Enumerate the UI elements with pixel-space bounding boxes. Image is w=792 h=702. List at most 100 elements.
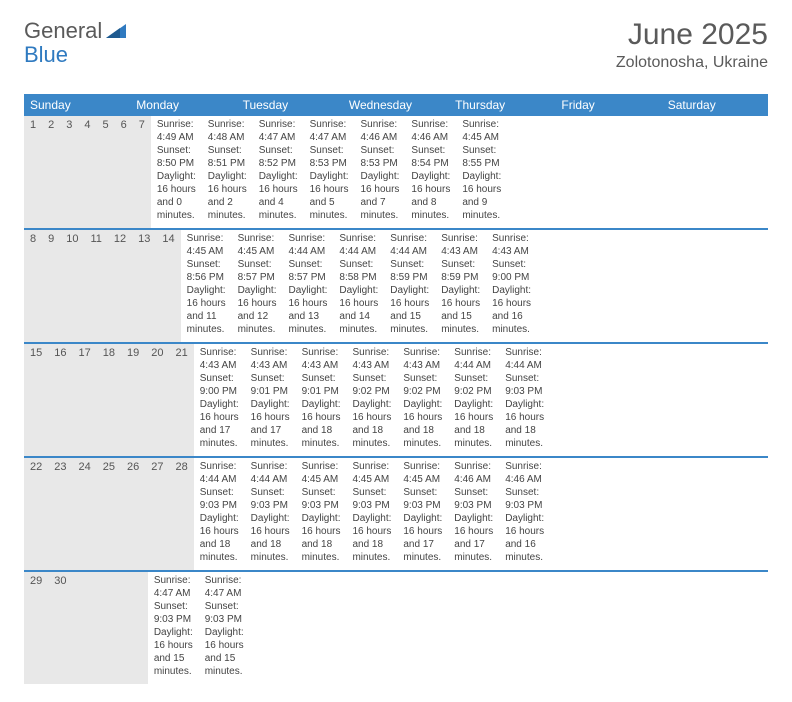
sunrise-text: Sunrise: 4:46 AM bbox=[505, 460, 544, 486]
day-data: Sunrise: 4:46 AMSunset: 9:03 PMDaylight:… bbox=[499, 458, 550, 570]
sunset-text: Sunset: 8:59 PM bbox=[441, 258, 480, 284]
daylight-text: Daylight: 16 hours and 18 minutes. bbox=[505, 398, 544, 450]
sunrise-text: Sunrise: 4:48 AM bbox=[208, 118, 247, 144]
daylight-text: Daylight: 16 hours and 0 minutes. bbox=[157, 170, 196, 222]
daylight-text: Daylight: 16 hours and 18 minutes. bbox=[302, 398, 341, 450]
daylight-text: Daylight: 16 hours and 18 minutes. bbox=[403, 398, 442, 450]
day-number bbox=[133, 572, 148, 684]
day-number: 26 bbox=[121, 458, 145, 570]
week-row: 2930 Sunrise: 4:47 AMSunset: 9:03 PMDayl… bbox=[24, 572, 768, 684]
sunset-text: Sunset: 8:58 PM bbox=[339, 258, 378, 284]
day-data: Sunrise: 4:43 AMSunset: 9:00 PMDaylight:… bbox=[486, 230, 537, 342]
day-data: Sunrise: 4:43 AMSunset: 8:59 PMDaylight:… bbox=[435, 230, 486, 342]
weekday-friday: Friday bbox=[555, 94, 661, 116]
daylight-text: Daylight: 16 hours and 15 minutes. bbox=[205, 626, 244, 678]
sunset-text: Sunset: 8:57 PM bbox=[288, 258, 327, 284]
sunrise-text: Sunrise: 4:44 AM bbox=[251, 460, 290, 486]
day-number: 1 bbox=[24, 116, 42, 228]
daylight-text: Daylight: 16 hours and 16 minutes. bbox=[492, 284, 531, 336]
daylight-text: Daylight: 16 hours and 14 minutes. bbox=[339, 284, 378, 336]
week-row: 1234567Sunrise: 4:49 AMSunset: 8:50 PMDa… bbox=[24, 116, 768, 230]
daynum-row: 2930 bbox=[24, 572, 148, 684]
daydata-row: Sunrise: 4:47 AMSunset: 9:03 PMDaylight:… bbox=[148, 572, 324, 684]
sunset-text: Sunset: 9:03 PM bbox=[403, 486, 442, 512]
sunset-text: Sunset: 9:03 PM bbox=[352, 486, 391, 512]
sunset-text: Sunset: 8:53 PM bbox=[361, 144, 400, 170]
daylight-text: Daylight: 16 hours and 17 minutes. bbox=[454, 512, 493, 564]
daylight-text: Daylight: 16 hours and 18 minutes. bbox=[200, 512, 239, 564]
sunset-text: Sunset: 9:02 PM bbox=[403, 372, 442, 398]
day-data: Sunrise: 4:44 AMSunset: 8:57 PMDaylight:… bbox=[282, 230, 333, 342]
day-number: 2 bbox=[42, 116, 60, 228]
daylight-text: Daylight: 16 hours and 15 minutes. bbox=[390, 284, 429, 336]
weekday-thursday: Thursday bbox=[449, 94, 555, 116]
weekday-sunday: Sunday bbox=[24, 94, 130, 116]
sunrise-text: Sunrise: 4:43 AM bbox=[441, 232, 480, 258]
weekday-saturday: Saturday bbox=[662, 94, 768, 116]
sunset-text: Sunset: 9:02 PM bbox=[454, 372, 493, 398]
daylight-text: Daylight: 16 hours and 12 minutes. bbox=[238, 284, 277, 336]
sunset-text: Sunset: 8:54 PM bbox=[411, 144, 450, 170]
day-number bbox=[88, 572, 103, 684]
sunset-text: Sunset: 9:00 PM bbox=[200, 372, 239, 398]
daydata-row: Sunrise: 4:49 AMSunset: 8:50 PMDaylight:… bbox=[151, 116, 507, 228]
daydata-row: Sunrise: 4:45 AMSunset: 8:56 PMDaylight:… bbox=[181, 230, 537, 342]
day-data: Sunrise: 4:44 AMSunset: 9:03 PMDaylight:… bbox=[245, 458, 296, 570]
sunrise-text: Sunrise: 4:44 AM bbox=[200, 460, 239, 486]
weekday-wednesday: Wednesday bbox=[343, 94, 449, 116]
day-number bbox=[73, 572, 88, 684]
day-data: Sunrise: 4:43 AMSunset: 9:01 PMDaylight:… bbox=[296, 344, 347, 456]
daylight-text: Daylight: 16 hours and 18 minutes. bbox=[352, 398, 391, 450]
sunrise-text: Sunrise: 4:43 AM bbox=[302, 346, 341, 372]
daydata-row: Sunrise: 4:44 AMSunset: 9:03 PMDaylight:… bbox=[194, 458, 550, 570]
sunset-text: Sunset: 9:03 PM bbox=[454, 486, 493, 512]
day-data bbox=[279, 572, 294, 684]
day-number: 15 bbox=[24, 344, 48, 456]
sunset-text: Sunset: 9:03 PM bbox=[302, 486, 341, 512]
day-data: Sunrise: 4:46 AMSunset: 8:53 PMDaylight:… bbox=[355, 116, 406, 228]
sunset-text: Sunset: 9:03 PM bbox=[251, 486, 290, 512]
daylight-text: Daylight: 16 hours and 18 minutes. bbox=[454, 398, 493, 450]
day-data: Sunrise: 4:48 AMSunset: 8:51 PMDaylight:… bbox=[202, 116, 253, 228]
daylight-text: Daylight: 16 hours and 9 minutes. bbox=[462, 170, 501, 222]
sunrise-text: Sunrise: 4:46 AM bbox=[454, 460, 493, 486]
logo-text-blue: Blue bbox=[24, 42, 68, 68]
day-number: 16 bbox=[48, 344, 72, 456]
day-number: 10 bbox=[60, 230, 84, 342]
day-number bbox=[118, 572, 133, 684]
sunrise-text: Sunrise: 4:43 AM bbox=[352, 346, 391, 372]
sunset-text: Sunset: 9:03 PM bbox=[505, 486, 544, 512]
daylight-text: Daylight: 16 hours and 15 minutes. bbox=[441, 284, 480, 336]
daylight-text: Daylight: 16 hours and 18 minutes. bbox=[352, 512, 391, 564]
day-data: Sunrise: 4:43 AMSunset: 9:02 PMDaylight:… bbox=[397, 344, 448, 456]
daynum-row: 891011121314 bbox=[24, 230, 181, 342]
day-number: 18 bbox=[97, 344, 121, 456]
sunrise-text: Sunrise: 4:45 AM bbox=[403, 460, 442, 486]
sunrise-text: Sunrise: 4:44 AM bbox=[454, 346, 493, 372]
day-number: 30 bbox=[48, 572, 72, 684]
sunset-text: Sunset: 8:52 PM bbox=[259, 144, 298, 170]
daylight-text: Daylight: 16 hours and 16 minutes. bbox=[505, 512, 544, 564]
sunrise-text: Sunrise: 4:45 AM bbox=[302, 460, 341, 486]
day-data: Sunrise: 4:45 AMSunset: 8:55 PMDaylight:… bbox=[456, 116, 507, 228]
day-data: Sunrise: 4:47 AMSunset: 8:52 PMDaylight:… bbox=[253, 116, 304, 228]
sunrise-text: Sunrise: 4:46 AM bbox=[411, 118, 450, 144]
sunset-text: Sunset: 9:01 PM bbox=[302, 372, 341, 398]
calendar-grid: Sunday Monday Tuesday Wednesday Thursday… bbox=[24, 94, 768, 684]
sunset-text: Sunset: 9:03 PM bbox=[205, 600, 244, 626]
day-data: Sunrise: 4:45 AMSunset: 9:03 PMDaylight:… bbox=[346, 458, 397, 570]
sunrise-text: Sunrise: 4:44 AM bbox=[505, 346, 544, 372]
sunrise-text: Sunrise: 4:43 AM bbox=[492, 232, 531, 258]
day-number: 19 bbox=[121, 344, 145, 456]
day-number bbox=[103, 572, 118, 684]
day-number: 13 bbox=[132, 230, 156, 342]
title-block: June 2025 Zolotonosha, Ukraine bbox=[616, 18, 768, 72]
sunset-text: Sunset: 8:57 PM bbox=[238, 258, 277, 284]
day-number: 6 bbox=[115, 116, 133, 228]
day-data: Sunrise: 4:47 AMSunset: 9:03 PMDaylight:… bbox=[199, 572, 250, 684]
month-title: June 2025 bbox=[616, 18, 768, 52]
location: Zolotonosha, Ukraine bbox=[616, 54, 768, 72]
sunset-text: Sunset: 9:03 PM bbox=[154, 600, 193, 626]
sunset-text: Sunset: 9:01 PM bbox=[251, 372, 290, 398]
sunrise-text: Sunrise: 4:47 AM bbox=[259, 118, 298, 144]
